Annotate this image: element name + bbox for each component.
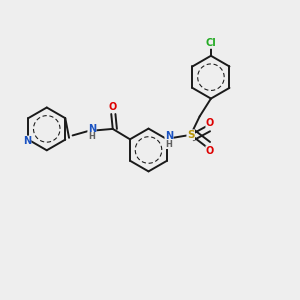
Text: H: H xyxy=(88,132,95,141)
Text: O: O xyxy=(206,146,214,156)
Text: N: N xyxy=(88,124,96,134)
Text: O: O xyxy=(206,118,214,128)
Text: N: N xyxy=(23,136,31,146)
Text: H: H xyxy=(166,140,172,149)
Text: N: N xyxy=(165,131,173,141)
Text: Cl: Cl xyxy=(206,38,216,48)
Text: O: O xyxy=(109,103,117,112)
Text: S: S xyxy=(187,130,194,140)
